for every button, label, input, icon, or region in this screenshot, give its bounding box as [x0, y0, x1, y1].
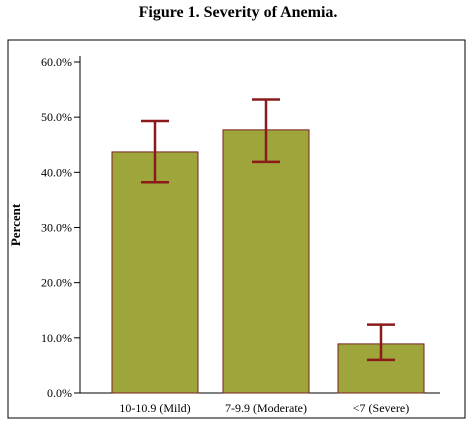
y-tick-label: 0.0% — [47, 386, 72, 400]
y-tick-label: 20.0% — [41, 276, 72, 290]
y-tick-label: 10.0% — [41, 331, 72, 345]
plot-layer: 0.0% 10.0% 20.0% 30.0% 40.0% 50.0% 60.0% 10-10.… — [41, 55, 440, 415]
y-tick-label: 30.0% — [41, 221, 72, 235]
y-tick-label: 50.0% — [41, 110, 72, 124]
y-tick-label: 60.0% — [41, 55, 72, 69]
bar — [222, 129, 310, 394]
chart-frame — [7, 39, 466, 419]
chart-title: Figure 1. Severity of Anemia. — [138, 4, 338, 21]
bar — [111, 151, 199, 394]
x-tick-label: <7 (Severe) — [353, 401, 409, 415]
y-axis-label: Percent — [8, 203, 23, 246]
x-tick-label: 7-9.9 (Moderate) — [225, 401, 307, 415]
x-tick-label: 10-10.9 (Mild) — [119, 401, 190, 415]
y-tick-label: 40.0% — [41, 165, 72, 179]
